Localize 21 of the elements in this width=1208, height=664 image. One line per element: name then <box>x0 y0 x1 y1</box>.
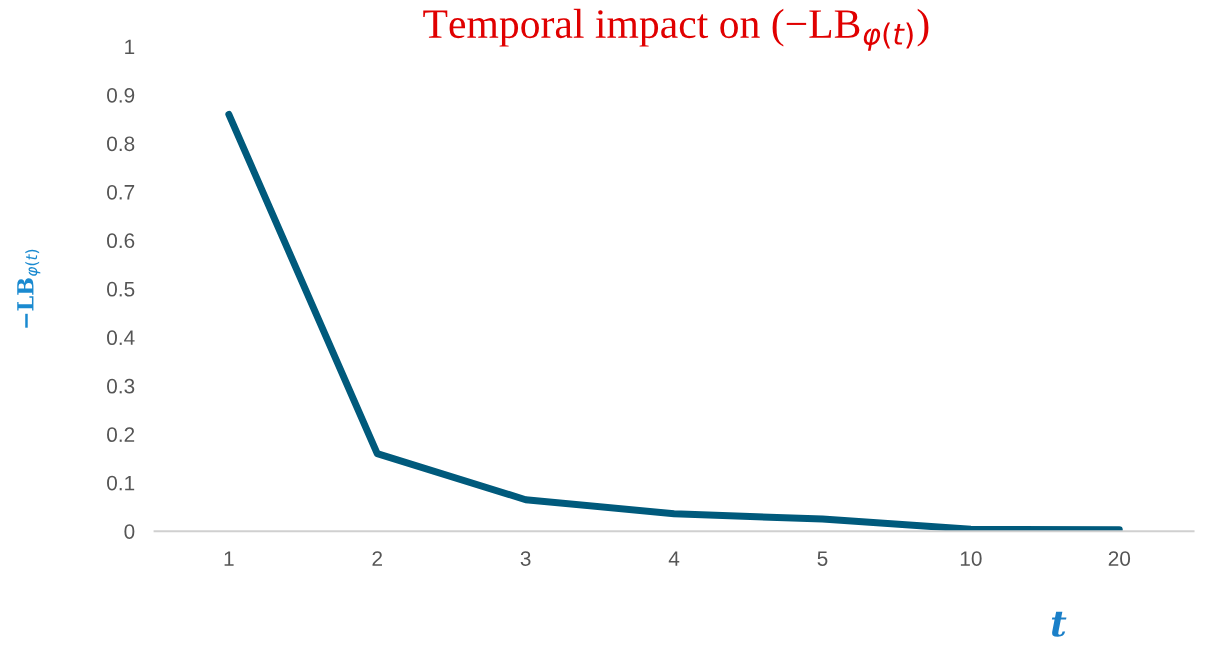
x-axis-title: t <box>1051 611 1067 637</box>
x-tick-label: 5 <box>817 551 828 566</box>
chart-title: Temporal impact on (−LB$_{φ(t)}$) <box>423 8 929 51</box>
y-tick-label: 1 <box>125 39 135 55</box>
x-tick-label: 4 <box>668 551 680 566</box>
x-tick-label: 10 <box>960 551 982 566</box>
x-tick-label: 20 <box>1108 551 1131 566</box>
y-axis-title: −LB$_{φ(t)}$ <box>17 249 41 328</box>
y-tick-label: 0.1 <box>107 475 135 491</box>
x-tick-label: 2 <box>372 551 382 566</box>
y-tick-label: 0.3 <box>107 378 135 394</box>
y-tick-label: 0.4 <box>107 330 135 346</box>
y-tick-label: 0.2 <box>107 427 135 443</box>
y-tick-label: 0.7 <box>107 184 135 200</box>
x-tick-label: 1 <box>224 551 234 566</box>
y-tick-label: 0 <box>124 524 135 539</box>
y-tick-label: 0.5 <box>107 281 135 297</box>
y-tick-label: 0.9 <box>107 87 135 103</box>
y-tick-label: 0.8 <box>107 136 135 152</box>
x-tick-label: 3 <box>520 551 531 566</box>
y-tick-label: 0.6 <box>107 233 135 249</box>
